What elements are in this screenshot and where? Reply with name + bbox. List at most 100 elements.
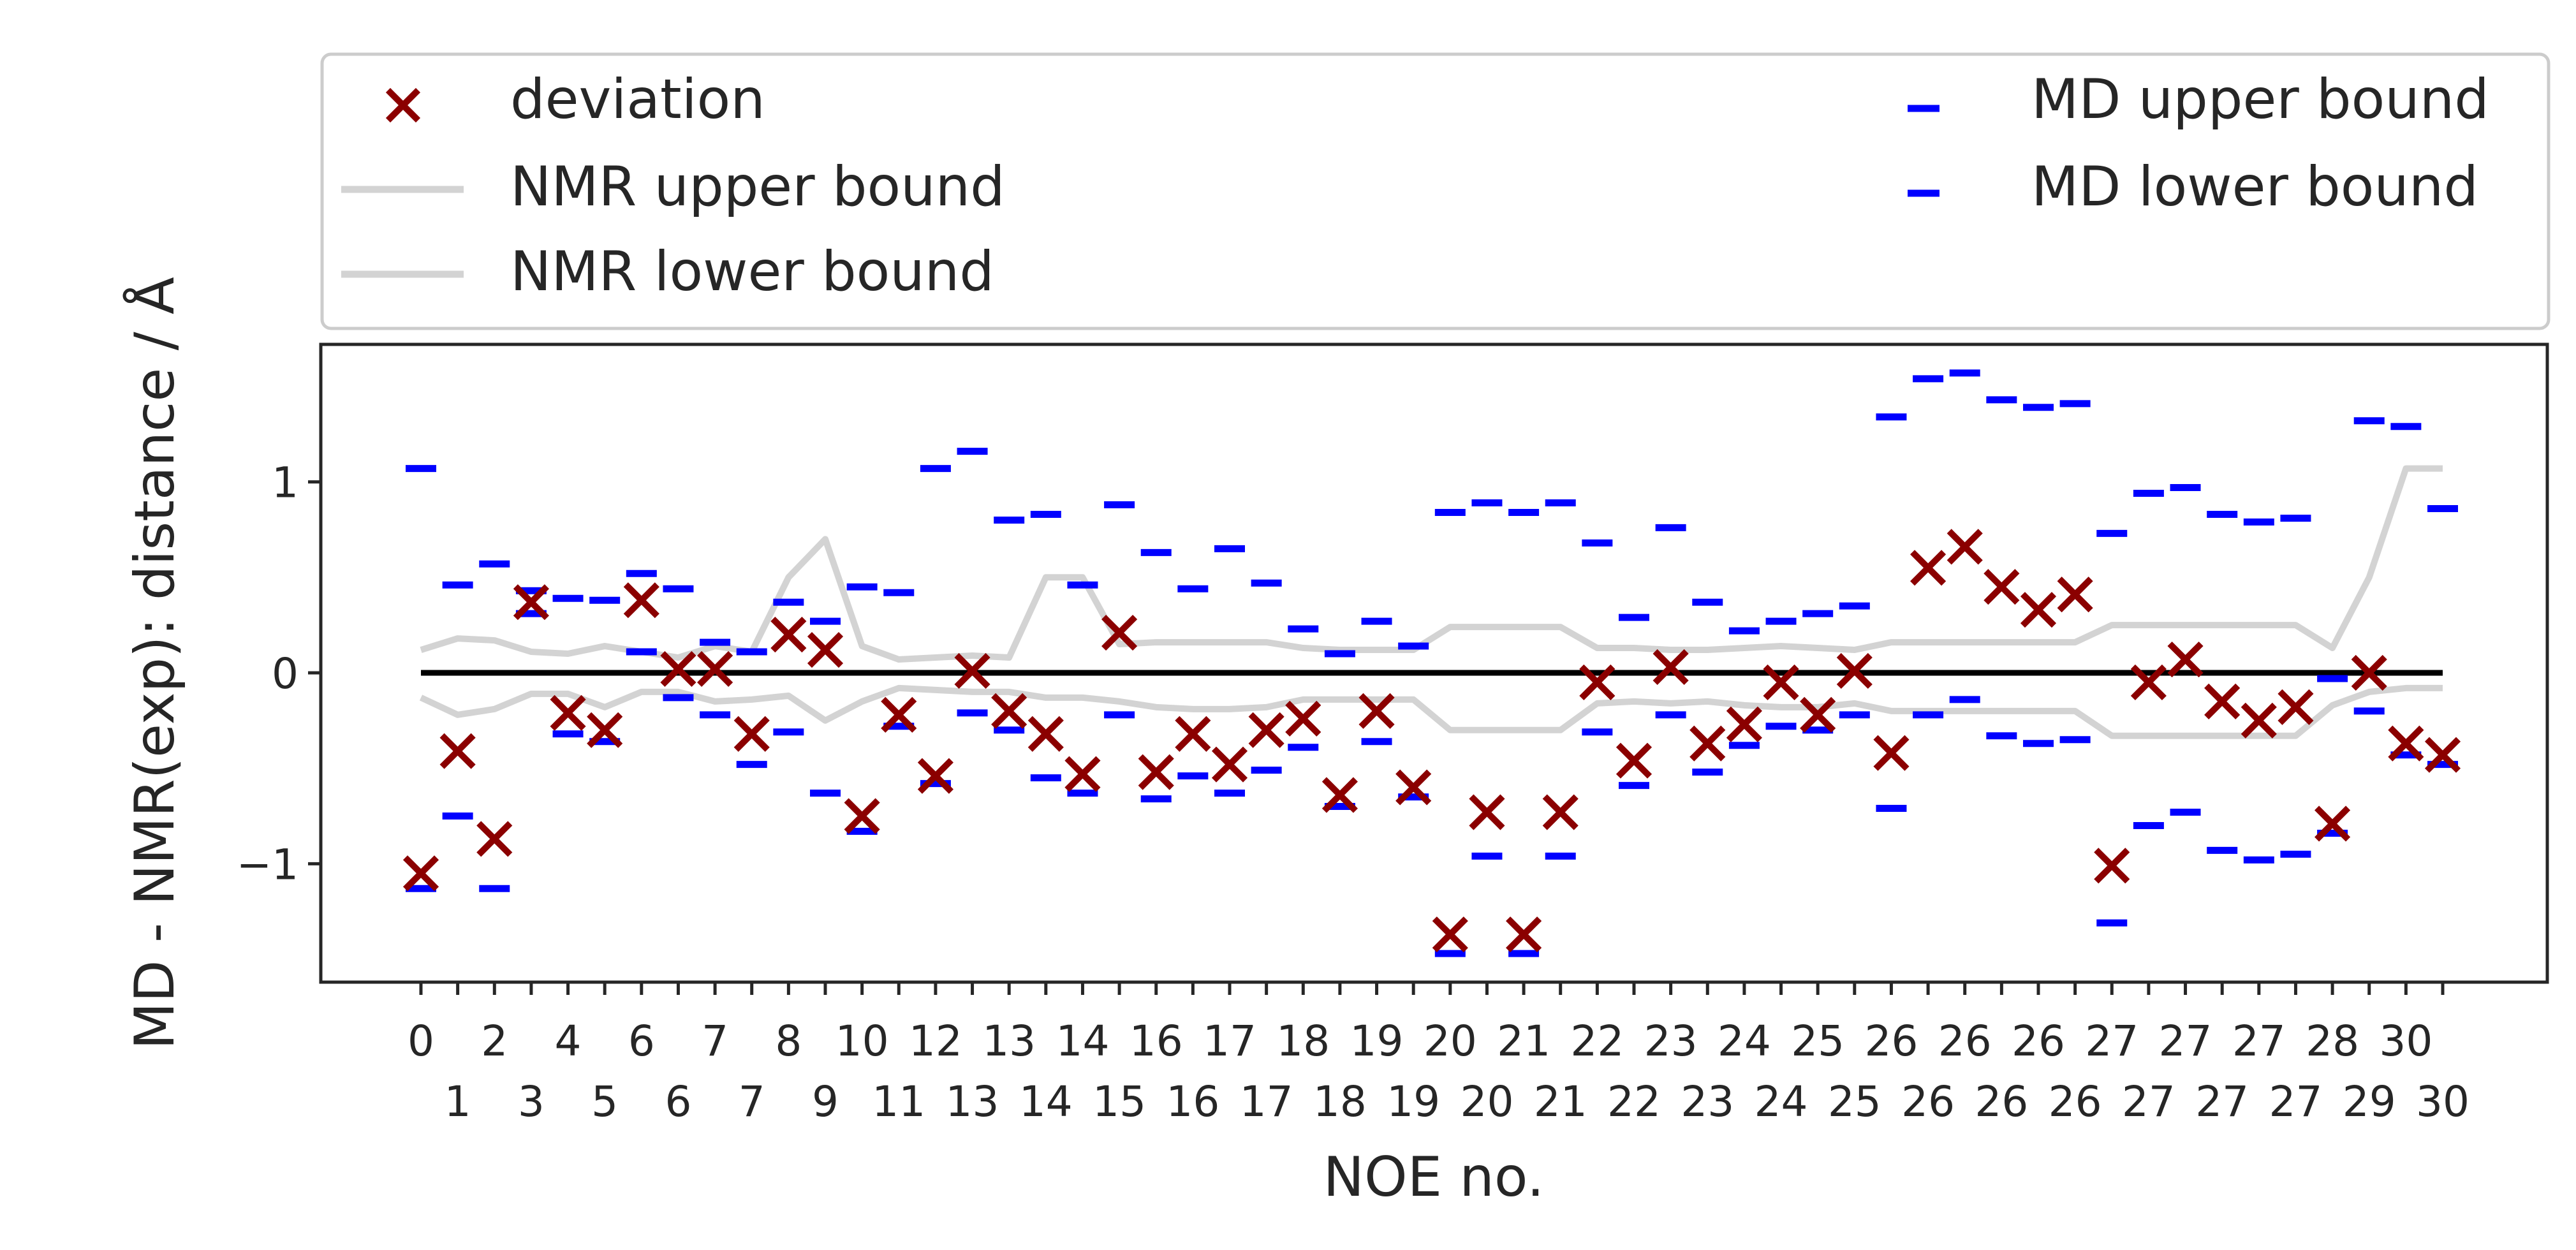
x-tick-label: 12 bbox=[909, 1017, 962, 1066]
deviation-marker bbox=[2351, 654, 2387, 691]
x-tick-label: 21 bbox=[1534, 1077, 1587, 1126]
deviation-marker bbox=[1542, 794, 1579, 830]
deviation-marker bbox=[1873, 735, 1910, 771]
deviation-marker bbox=[1248, 712, 1284, 748]
x-tick-label: 0 bbox=[408, 1017, 434, 1066]
x-tick-label: 21 bbox=[1497, 1017, 1550, 1066]
deviation-marker bbox=[513, 584, 549, 621]
deviation-marker bbox=[550, 695, 586, 731]
deviation-marker bbox=[697, 651, 733, 688]
x-tick-label: 27 bbox=[2159, 1017, 2212, 1066]
x-tick-label: 22 bbox=[1607, 1077, 1661, 1126]
x-tick-label: 14 bbox=[1019, 1077, 1073, 1126]
deviation-marker bbox=[1579, 664, 1616, 701]
nmr-bound-lines bbox=[419, 465, 2443, 739]
deviation-marker bbox=[844, 798, 880, 834]
x-tick-label: 8 bbox=[775, 1017, 802, 1066]
deviation-marker bbox=[2020, 592, 2057, 628]
x-tick-label: 20 bbox=[1424, 1017, 1477, 1066]
x-tick-label: 23 bbox=[1644, 1017, 1698, 1066]
x-tick-label: 4 bbox=[555, 1017, 582, 1066]
deviation-marker bbox=[1358, 693, 1395, 729]
deviation-marker bbox=[1836, 652, 1873, 689]
x-tick-label: 26 bbox=[2049, 1077, 2102, 1126]
x-tick-label: 13 bbox=[982, 1017, 1036, 1066]
deviation-markers bbox=[402, 529, 2461, 953]
x-tick-label: 16 bbox=[1130, 1017, 1183, 1066]
deviation-marker bbox=[660, 651, 696, 688]
deviation-marker bbox=[587, 712, 623, 748]
legend: deviation NMR upper bound NMR lower boun… bbox=[320, 52, 2550, 330]
x-tick-label: 26 bbox=[1938, 1017, 1992, 1066]
x-tick-label: 25 bbox=[1828, 1077, 1881, 1126]
x-tick-label: 20 bbox=[1460, 1077, 1513, 1126]
legend-deviation-marker bbox=[385, 87, 421, 123]
x-tick-label: 28 bbox=[2306, 1017, 2359, 1066]
deviation-marker bbox=[1689, 725, 1726, 761]
x-tick-label: 25 bbox=[1791, 1017, 1844, 1066]
legend-label-nmr-lower: NMR lower bound bbox=[510, 240, 994, 304]
x-tick-label: 1 bbox=[445, 1077, 471, 1126]
x-tick-label: 26 bbox=[1864, 1017, 1918, 1066]
x-tick-label: 27 bbox=[2269, 1077, 2322, 1126]
x-tick-label: 17 bbox=[1240, 1077, 1293, 1126]
deviation-marker bbox=[770, 617, 807, 653]
deviation-marker bbox=[623, 582, 659, 619]
legend-label-md-upper: MD upper bound bbox=[2031, 68, 2489, 131]
y-tick-label: −1 bbox=[237, 840, 298, 889]
deviation-marker bbox=[2167, 641, 2204, 678]
nmr-lower-bound-line bbox=[419, 684, 2443, 739]
x-tick-label: 18 bbox=[1313, 1077, 1367, 1126]
x-tick-label: 7 bbox=[702, 1017, 728, 1066]
deviation-marker bbox=[2204, 683, 2241, 719]
x-tick-label: 14 bbox=[1056, 1017, 1109, 1066]
deviation-marker bbox=[1652, 649, 1689, 686]
legend-label-nmr-upper: NMR upper bound bbox=[510, 155, 1005, 219]
deviation-marker bbox=[2057, 577, 2093, 613]
deviation-marker bbox=[1616, 742, 1652, 779]
deviation-marker bbox=[1910, 550, 1947, 586]
deviation-marker bbox=[1064, 756, 1101, 792]
x-tick-label: 17 bbox=[1203, 1017, 1256, 1066]
y-axis-label: MD - NMR(exp): distance / Å bbox=[122, 277, 187, 1050]
x-tick-label: 27 bbox=[2232, 1017, 2286, 1066]
x-tick-label: 19 bbox=[1350, 1017, 1404, 1066]
x-tick-label: 3 bbox=[518, 1077, 545, 1126]
deviation-marker bbox=[1432, 916, 1468, 953]
deviation-marker bbox=[1211, 746, 1248, 783]
x-tick-label: 24 bbox=[1755, 1077, 1808, 1126]
x-tick-label: 18 bbox=[1276, 1017, 1330, 1066]
x-tick-label: 30 bbox=[2416, 1077, 2469, 1126]
x-tick-label: 26 bbox=[1901, 1077, 1955, 1126]
x-tick-label: 13 bbox=[946, 1077, 999, 1126]
deviation-marker bbox=[733, 716, 770, 752]
deviation-marker bbox=[881, 696, 917, 733]
x-tick-label: 26 bbox=[2012, 1017, 2065, 1066]
x-tick-label: 27 bbox=[2195, 1077, 2249, 1126]
x-tick-label: 29 bbox=[2343, 1077, 2396, 1126]
deviation-marker bbox=[2424, 737, 2461, 773]
deviation-marker bbox=[1947, 529, 1983, 565]
deviation-marker bbox=[1321, 777, 1358, 813]
deviation-marker bbox=[476, 821, 513, 857]
deviation-marker bbox=[1469, 794, 1505, 830]
x-tick-label: 6 bbox=[665, 1077, 691, 1126]
nmr-upper-bound-line bbox=[420, 465, 2443, 663]
x-tick-label: 5 bbox=[591, 1077, 618, 1126]
deviation-marker bbox=[2388, 725, 2424, 761]
deviation-marker bbox=[954, 652, 990, 689]
plot-frame bbox=[319, 342, 2549, 984]
deviation-marker bbox=[1101, 615, 1138, 651]
x-tick-label: 16 bbox=[1166, 1077, 1219, 1126]
deviation-marker bbox=[1395, 769, 1432, 805]
deviation-marker bbox=[439, 733, 476, 769]
deviation-marker bbox=[1763, 664, 1799, 701]
deviation-marker bbox=[1800, 696, 1836, 733]
legend-label-md-lower: MD lower bound bbox=[2031, 155, 2478, 219]
x-tick-label: 27 bbox=[2122, 1077, 2175, 1126]
x-tick-label: 11 bbox=[872, 1077, 925, 1126]
x-tick-label: 26 bbox=[1975, 1077, 2028, 1126]
x-tick-label: 10 bbox=[835, 1017, 889, 1066]
x-tick-label: 6 bbox=[628, 1017, 655, 1066]
